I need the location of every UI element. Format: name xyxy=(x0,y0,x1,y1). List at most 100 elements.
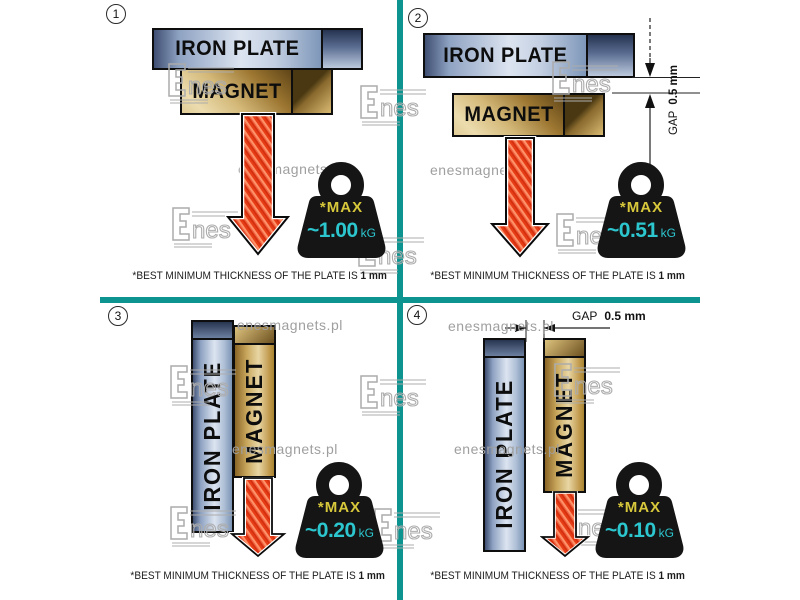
iron-plate: IRON PLATE xyxy=(152,28,363,70)
iron-plate-side-face xyxy=(586,35,633,76)
watermark-logo-text: nes xyxy=(188,73,227,100)
panel-1-number-badge: 1 xyxy=(106,4,126,24)
magnet-side-face xyxy=(291,70,331,113)
watermark-logo-text: nes xyxy=(190,375,229,402)
site-watermark: enesmagnets.pl xyxy=(237,317,343,333)
gap-dimension-lines xyxy=(505,320,610,342)
magnet: MAGNET xyxy=(180,68,333,115)
max-label: *MAX xyxy=(317,499,362,516)
gap-word: GAP xyxy=(668,110,680,135)
footnote-text: *BEST MINIMUM THICKNESS OF THE PLATE IS xyxy=(132,270,358,282)
iron-plate-face: IRON PLATE xyxy=(485,358,524,550)
force-arrow-down-icon xyxy=(225,112,291,258)
iron-plate-top-face xyxy=(193,322,232,340)
iron-plate: IRON PLATE xyxy=(423,33,635,78)
magnet: MAGNET xyxy=(233,325,276,478)
enes-logo-watermark: nes xyxy=(554,363,620,404)
iron-plate-face: IRON PLATE xyxy=(154,30,321,68)
magnet-face: MAGNET xyxy=(235,345,274,476)
weight-1kg: *MAX ~1.00 kG xyxy=(294,160,389,260)
force-unit: kG xyxy=(658,526,674,540)
enes-logo-watermark: nes xyxy=(168,63,234,104)
weight-half-kg: *MAX ~0.51 kG xyxy=(594,160,689,260)
watermark-logo-text: nes xyxy=(574,373,613,400)
weight-icon xyxy=(297,162,386,258)
footnote-text: *BEST MINIMUM THICKNESS OF THE PLATE IS xyxy=(130,570,356,582)
force-unit: kG xyxy=(360,226,376,240)
iron-plate-face: IRON PLATE xyxy=(425,35,586,76)
enes-logo-watermark: nes xyxy=(360,375,426,416)
max-label: *MAX xyxy=(619,199,664,216)
max-force-value: ~0.51 kG xyxy=(594,219,689,243)
magnet: MAGNET xyxy=(543,338,586,493)
force-arrow-down-icon xyxy=(540,491,590,559)
force-number: ~1.00 xyxy=(307,219,358,242)
iron-plate: IRON PLATE xyxy=(483,338,526,552)
force-number: ~0.10 xyxy=(605,519,656,542)
gap-dimension-lines xyxy=(612,18,700,166)
watermark-logo-text: nes xyxy=(192,217,231,244)
footnote-text: *BEST MINIMUM THICKNESS OF THE PLATE IS xyxy=(430,270,656,282)
enes-logo-watermark: nes xyxy=(360,85,426,126)
force-unit: kG xyxy=(660,226,676,240)
max-force-value: ~1.00 kG xyxy=(294,219,389,243)
footnote: *BEST MINIMUM THICKNESS OF THE PLATE IS 1… xyxy=(430,270,685,282)
watermark-logo-text: nes xyxy=(572,71,611,98)
force-arrow-down-icon xyxy=(229,477,287,559)
site-watermark: enesmagnets.pl xyxy=(448,318,554,334)
weight-fifth-kg: *MAX ~0.20 kG xyxy=(292,460,387,560)
max-label: *MAX xyxy=(617,499,662,516)
magnet-side-face xyxy=(563,95,603,135)
footnote-bold: 1 mm xyxy=(658,270,685,282)
magnet-face: MAGNET xyxy=(454,95,563,135)
force-number: ~0.51 xyxy=(607,219,658,242)
iron-plate: IRON PLATE xyxy=(191,320,234,533)
magnet-top-face xyxy=(545,340,584,358)
gap-value: 0.5 mm xyxy=(668,65,680,105)
max-label: *MAX xyxy=(319,199,364,216)
weight-icon xyxy=(595,462,684,558)
weight-icon xyxy=(295,462,384,558)
max-force-value: ~0.20 kG xyxy=(292,519,387,543)
iron-plate-label: IRON PLATE xyxy=(443,43,568,67)
footnote-bold: 1 mm xyxy=(358,570,385,582)
site-watermark: enesmagnets.pl xyxy=(232,441,338,457)
panel-3-number-badge: 3 xyxy=(108,306,128,326)
horizontal-divider xyxy=(100,297,700,303)
footnote: *BEST MINIMUM THICKNESS OF THE PLATE IS 1… xyxy=(130,570,385,582)
magnet-label: MAGNET xyxy=(191,79,282,103)
site-watermark: enesmagnets.pl xyxy=(454,441,560,457)
magnet-face: MAGNET xyxy=(545,358,584,491)
weight-tenth-kg: *MAX ~0.10 kG xyxy=(592,460,687,560)
gap-value: 0.5 mm xyxy=(604,309,646,323)
enes-logo-watermark: nes xyxy=(374,508,440,549)
footnote: *BEST MINIMUM THICKNESS OF THE PLATE IS 1… xyxy=(430,570,685,582)
panel-2-number-badge: 2 xyxy=(408,8,428,28)
watermark-logo-text: nes xyxy=(380,385,419,412)
force-unit: kG xyxy=(358,526,374,540)
footnote-text: *BEST MINIMUM THICKNESS OF THE PLATE IS xyxy=(430,570,656,582)
watermark-logo-text: nes xyxy=(394,518,433,545)
magnet-face: MAGNET xyxy=(182,70,291,113)
force-number: ~0.20 xyxy=(305,519,356,542)
force-arrow-down-icon xyxy=(489,136,551,260)
enes-logo-watermark: nes xyxy=(552,61,618,102)
iron-plate-side-face xyxy=(321,30,361,68)
footnote-bold: 1 mm xyxy=(658,570,685,582)
max-force-value: ~0.10 kG xyxy=(592,519,687,543)
footnote-bold: 1 mm xyxy=(360,270,387,282)
enes-logo-watermark: nes xyxy=(170,365,236,406)
watermark-logo-text: nes xyxy=(380,95,419,122)
magnet: MAGNET xyxy=(452,93,605,137)
gap-dimension-label: GAP 0.5 mm xyxy=(572,309,646,323)
gap-dimension-label: GAP 0.5 mm xyxy=(668,58,684,142)
iron-plate-face: IRON PLATE xyxy=(193,340,232,531)
watermark-logo-text: nes xyxy=(190,516,229,543)
weight-icon xyxy=(597,162,686,258)
enes-logo-watermark: nes xyxy=(170,506,236,547)
iron-plate-top-face xyxy=(485,340,524,358)
magnet-top-face xyxy=(235,327,274,345)
gap-word: GAP xyxy=(572,309,598,323)
iron-plate-label: IRON PLATE xyxy=(175,37,300,60)
